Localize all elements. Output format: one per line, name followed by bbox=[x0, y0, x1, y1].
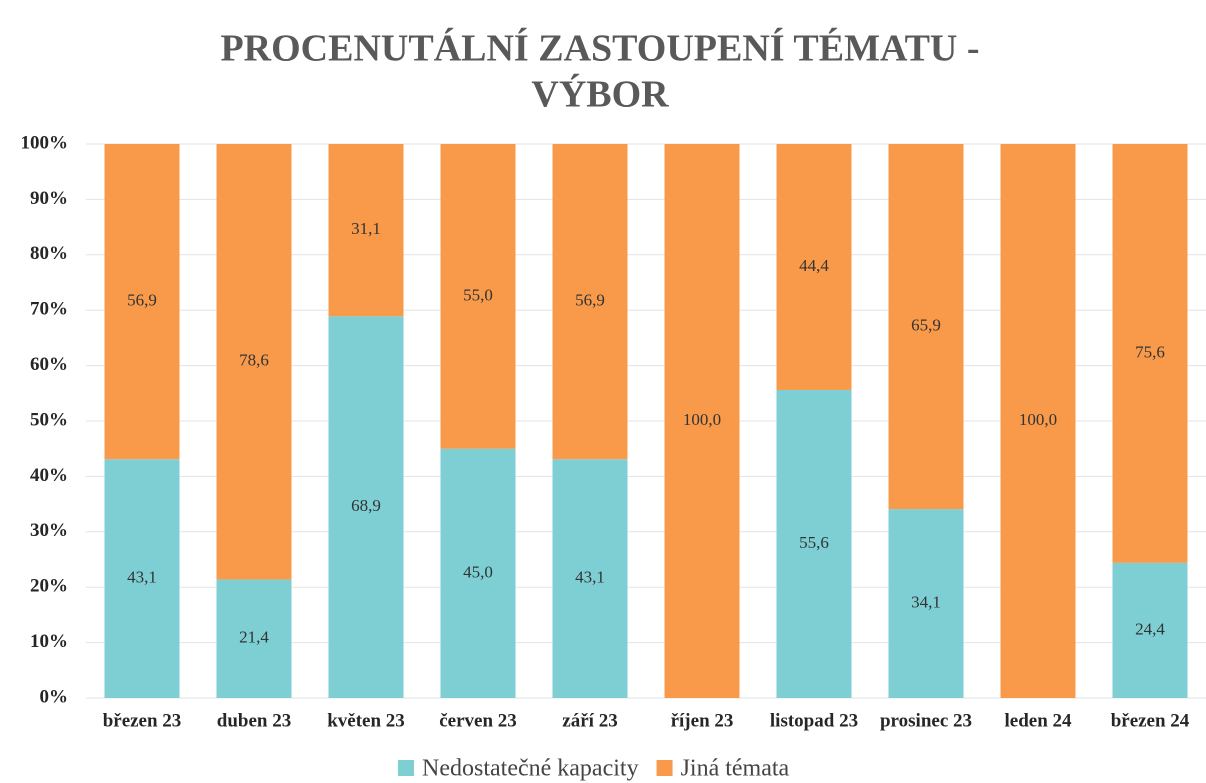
y-tick-label: 60% bbox=[30, 354, 68, 375]
data-label: 56,9 bbox=[127, 291, 157, 310]
legend-swatch bbox=[398, 760, 414, 776]
bar-segment bbox=[328, 144, 404, 317]
y-tick-label: 30% bbox=[30, 520, 68, 541]
x-tick-label: červen 23 bbox=[439, 710, 517, 731]
data-label: 78,6 bbox=[239, 351, 269, 370]
x-tick-label: leden 24 bbox=[1004, 710, 1072, 731]
data-label: 55,6 bbox=[799, 533, 829, 552]
data-label: 100,0 bbox=[683, 410, 721, 429]
data-label: 31,1 bbox=[351, 219, 381, 238]
legend-label: Nedostatečné kapacity bbox=[422, 756, 639, 782]
bar-segment bbox=[888, 509, 964, 698]
y-tick-label: 40% bbox=[30, 465, 68, 486]
legend-label: Jiná témata bbox=[681, 756, 790, 782]
data-label: 45,0 bbox=[463, 562, 493, 581]
chart-title: VÝBOR bbox=[531, 74, 669, 116]
data-label: 43,1 bbox=[127, 568, 157, 587]
bar-segment bbox=[664, 144, 740, 698]
bar-segment bbox=[552, 144, 628, 460]
x-tick-label: prosinec 23 bbox=[880, 710, 972, 731]
data-label: 56,9 bbox=[575, 291, 605, 310]
data-label: 68,9 bbox=[351, 496, 381, 515]
bar-segment bbox=[776, 144, 852, 390]
y-tick-label: 10% bbox=[30, 631, 68, 652]
bar-segment bbox=[216, 144, 292, 580]
data-label: 44,4 bbox=[799, 256, 829, 275]
y-tick-label: 90% bbox=[30, 188, 68, 209]
bar-segment bbox=[1000, 144, 1076, 698]
legend-swatch bbox=[656, 760, 673, 776]
x-tick-label: duben 23 bbox=[217, 710, 291, 731]
y-tick-label: 50% bbox=[30, 409, 68, 430]
x-tick-label: říjen 23 bbox=[671, 710, 734, 731]
x-tick-label: březen 24 bbox=[1111, 710, 1190, 731]
bar-segment bbox=[1112, 144, 1188, 563]
y-tick-label: 20% bbox=[30, 576, 68, 597]
bar-segment bbox=[1112, 562, 1188, 698]
data-label: 43,1 bbox=[575, 568, 605, 587]
x-tick-label: září 23 bbox=[562, 710, 617, 731]
bar-segment bbox=[104, 459, 180, 698]
bar-segment bbox=[440, 144, 516, 449]
bar-segment bbox=[328, 316, 404, 698]
chart-title: PROCENUTÁLNÍ ZASTOUPENÍ TÉMATU - bbox=[220, 28, 979, 70]
bar-segment bbox=[552, 459, 628, 698]
x-tick-label: květen 23 bbox=[327, 710, 405, 731]
y-tick-label: 0% bbox=[40, 686, 69, 707]
data-label: 75,6 bbox=[1135, 342, 1165, 361]
x-tick-label: listopad 23 bbox=[770, 710, 858, 731]
y-tick-label: 70% bbox=[30, 299, 68, 320]
bar-segment bbox=[440, 448, 516, 698]
bar-segment bbox=[216, 579, 292, 698]
data-label: 34,1 bbox=[911, 592, 941, 611]
data-label: 100,0 bbox=[1019, 410, 1057, 429]
bar-segment bbox=[776, 389, 852, 698]
y-tick-label: 100% bbox=[21, 132, 69, 153]
y-tick-label: 80% bbox=[30, 243, 68, 264]
data-label: 65,9 bbox=[911, 315, 941, 334]
x-tick-label: březen 23 bbox=[103, 710, 182, 731]
bar-segment bbox=[104, 144, 180, 460]
data-label: 21,4 bbox=[239, 628, 269, 647]
bar-segment bbox=[888, 144, 964, 510]
data-label: 55,0 bbox=[463, 285, 493, 304]
data-label: 24,4 bbox=[1135, 619, 1165, 638]
